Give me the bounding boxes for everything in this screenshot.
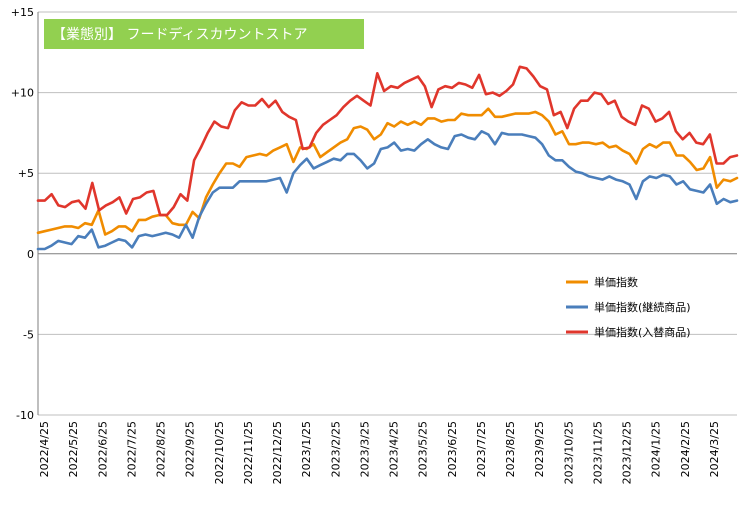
legend-label: 単価指数(入替商品) <box>594 325 691 339</box>
x-tick-label: 2023/11/25 <box>591 421 604 484</box>
y-tick-label: +10 <box>11 87 34 100</box>
y-tick-label: 0 <box>27 248 34 261</box>
x-tick-label: 2023/7/25 <box>475 421 488 477</box>
y-tick-label: -10 <box>16 409 34 422</box>
y-tick-label: -5 <box>23 328 34 341</box>
x-tick-label: 2023/3/25 <box>358 421 371 477</box>
y-tick-label: +15 <box>11 6 34 19</box>
x-tick-label: 2023/8/25 <box>504 421 517 477</box>
x-tick-label: 2022/6/25 <box>96 421 109 477</box>
series-line-3 <box>36 65 739 217</box>
x-tick-label: 2024/1/25 <box>650 421 663 477</box>
legend-label: 単価指数(継続商品) <box>594 300 691 314</box>
y-tick-label: +5 <box>18 167 34 180</box>
grid-layer <box>37 11 737 416</box>
x-tick-label: 2023/12/25 <box>621 421 634 484</box>
legend-label: 単価指数 <box>594 275 638 289</box>
x-axis-ticks: 2022/4/25 2022/5/25 2022/6/25 2022/7/25 2022… <box>38 421 721 484</box>
series-line-2 <box>36 130 739 251</box>
x-tick-label: 2023/9/25 <box>533 421 546 477</box>
series-layer <box>36 65 739 251</box>
x-tick-label: 2024/3/25 <box>708 421 721 477</box>
x-tick-label: 2022/9/25 <box>184 421 197 477</box>
x-tick-label: 2023/10/25 <box>562 421 575 484</box>
series-line-1 <box>36 107 739 236</box>
x-tick-label: 2024/2/25 <box>679 421 692 477</box>
x-tick-label: 2022/12/25 <box>271 421 284 484</box>
x-tick-label: 2023/6/25 <box>446 421 459 477</box>
x-tick-label: 2022/8/25 <box>155 421 168 477</box>
chart-title-box <box>44 19 364 49</box>
x-tick-label: 2022/10/25 <box>213 421 226 484</box>
x-tick-label: 2022/7/25 <box>125 421 138 477</box>
x-tick-label: 2022/4/25 <box>38 421 51 477</box>
chart-title: 【業態別】 フードディスカウントストア <box>52 26 307 43</box>
x-tick-label: 2023/1/25 <box>300 421 313 477</box>
y-axis-ticks: -10 -5 0 +5 +10 +15 <box>11 6 34 422</box>
x-tick-label: 2022/5/25 <box>67 421 80 477</box>
x-tick-label: 2023/5/25 <box>417 421 430 477</box>
x-tick-label: 2023/4/25 <box>388 421 401 477</box>
x-tick-label: 2023/2/25 <box>329 421 342 477</box>
x-tick-label: 2022/11/25 <box>242 421 255 484</box>
